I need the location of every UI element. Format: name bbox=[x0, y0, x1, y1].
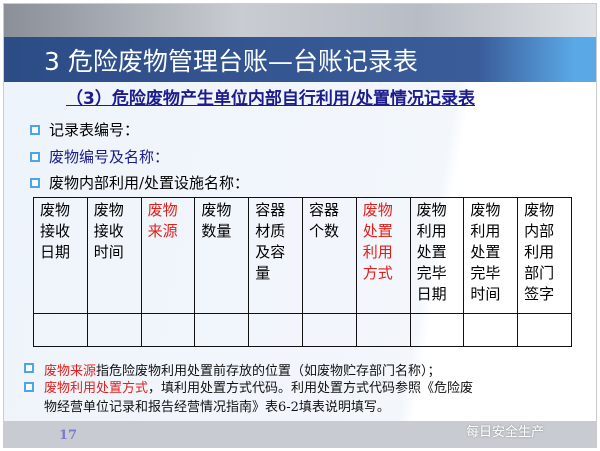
column-header: 废物内部利用部门签字 bbox=[517, 197, 572, 314]
footer-bar bbox=[4, 421, 596, 447]
column-header: 废物数量 bbox=[194, 197, 250, 314]
note-waste-source: 废物来源指危险废物利用处置前存放的位置（如废物贮存部门名称）； bbox=[24, 360, 441, 379]
table-cell[interactable] bbox=[248, 313, 303, 347]
bullet-waste-code: 废物编号及名称： bbox=[30, 146, 169, 167]
record-table: 废物接收日期 废物接收时间 废物来源 废物数量 容器材质及容量 容器个数 废物处置利用方式废… bbox=[33, 197, 572, 347]
bullet-text: 废物内部利用/处置设施名称： bbox=[49, 174, 250, 192]
column-header: 废物来源 bbox=[140, 197, 196, 314]
subtitle: （3）危险废物产生单位内部自行利用/处置情况记录表 bbox=[66, 89, 476, 109]
table-cell[interactable] bbox=[463, 313, 519, 347]
table-cell[interactable] bbox=[409, 313, 465, 347]
column-header: 废物接收时间 bbox=[86, 197, 142, 314]
note-highlight: 废物利用处置方式 bbox=[44, 381, 149, 396]
table-cell[interactable] bbox=[194, 313, 250, 347]
slide: 3 危险废物管理台账—台账记录表 （3）危险废物产生单位内部自行利用/处置情况记… bbox=[3, 3, 597, 448]
note-text-continued: 物经营单位记录和报告经营情况指南》表6-2填表说明填写。 bbox=[44, 400, 390, 415]
square-bullet-icon bbox=[24, 363, 34, 373]
title-bar bbox=[4, 37, 596, 82]
column-header: 废物处置利用方式 bbox=[355, 197, 411, 314]
note-disposal-method: 废物利用处置方式，填利用处置方式代码。利用处置方式代码参照《危险废物经营单位记录… bbox=[24, 379, 473, 417]
slide-title: 3 危险废物管理台账—台账记录表 bbox=[44, 47, 418, 76]
column-header: 容器个数 bbox=[301, 197, 357, 314]
bullet-facility-name: 废物内部利用/处置设施名称： bbox=[30, 172, 249, 193]
square-bullet-icon bbox=[30, 177, 40, 188]
table-cell[interactable] bbox=[355, 313, 411, 347]
square-bullet-icon bbox=[24, 382, 34, 392]
note-text: 指危险废物利用处置前存放的位置（如废物贮存部门名称）； bbox=[96, 364, 441, 379]
bullet-record-number: 记录表编号： bbox=[30, 119, 139, 140]
column-header: 废物利用处置完毕时间 bbox=[463, 197, 519, 314]
column-header: 容器材质及容量 bbox=[248, 197, 303, 314]
square-bullet-icon bbox=[30, 124, 40, 135]
column-header: 废物接收日期 bbox=[33, 197, 88, 314]
note-text: ，填利用处置方式代码。利用处置方式代码参照《危险废 bbox=[148, 381, 474, 396]
page-number: 17 bbox=[59, 428, 78, 443]
header-photo bbox=[4, 4, 596, 37]
note-highlight: 废物来源 bbox=[44, 364, 97, 379]
bullet-text: 记录表编号： bbox=[49, 121, 140, 139]
table-cell[interactable] bbox=[301, 313, 357, 347]
table-cell[interactable] bbox=[517, 313, 572, 347]
bullet-text: 废物编号及名称： bbox=[49, 148, 170, 166]
table-cell[interactable] bbox=[86, 313, 142, 347]
table-cell[interactable] bbox=[140, 313, 196, 347]
watermark: 每日安全生产 bbox=[466, 425, 545, 440]
column-header: 废物利用处置完毕日期 bbox=[409, 197, 465, 314]
table-cell[interactable] bbox=[33, 313, 88, 347]
square-bullet-icon bbox=[30, 151, 40, 162]
